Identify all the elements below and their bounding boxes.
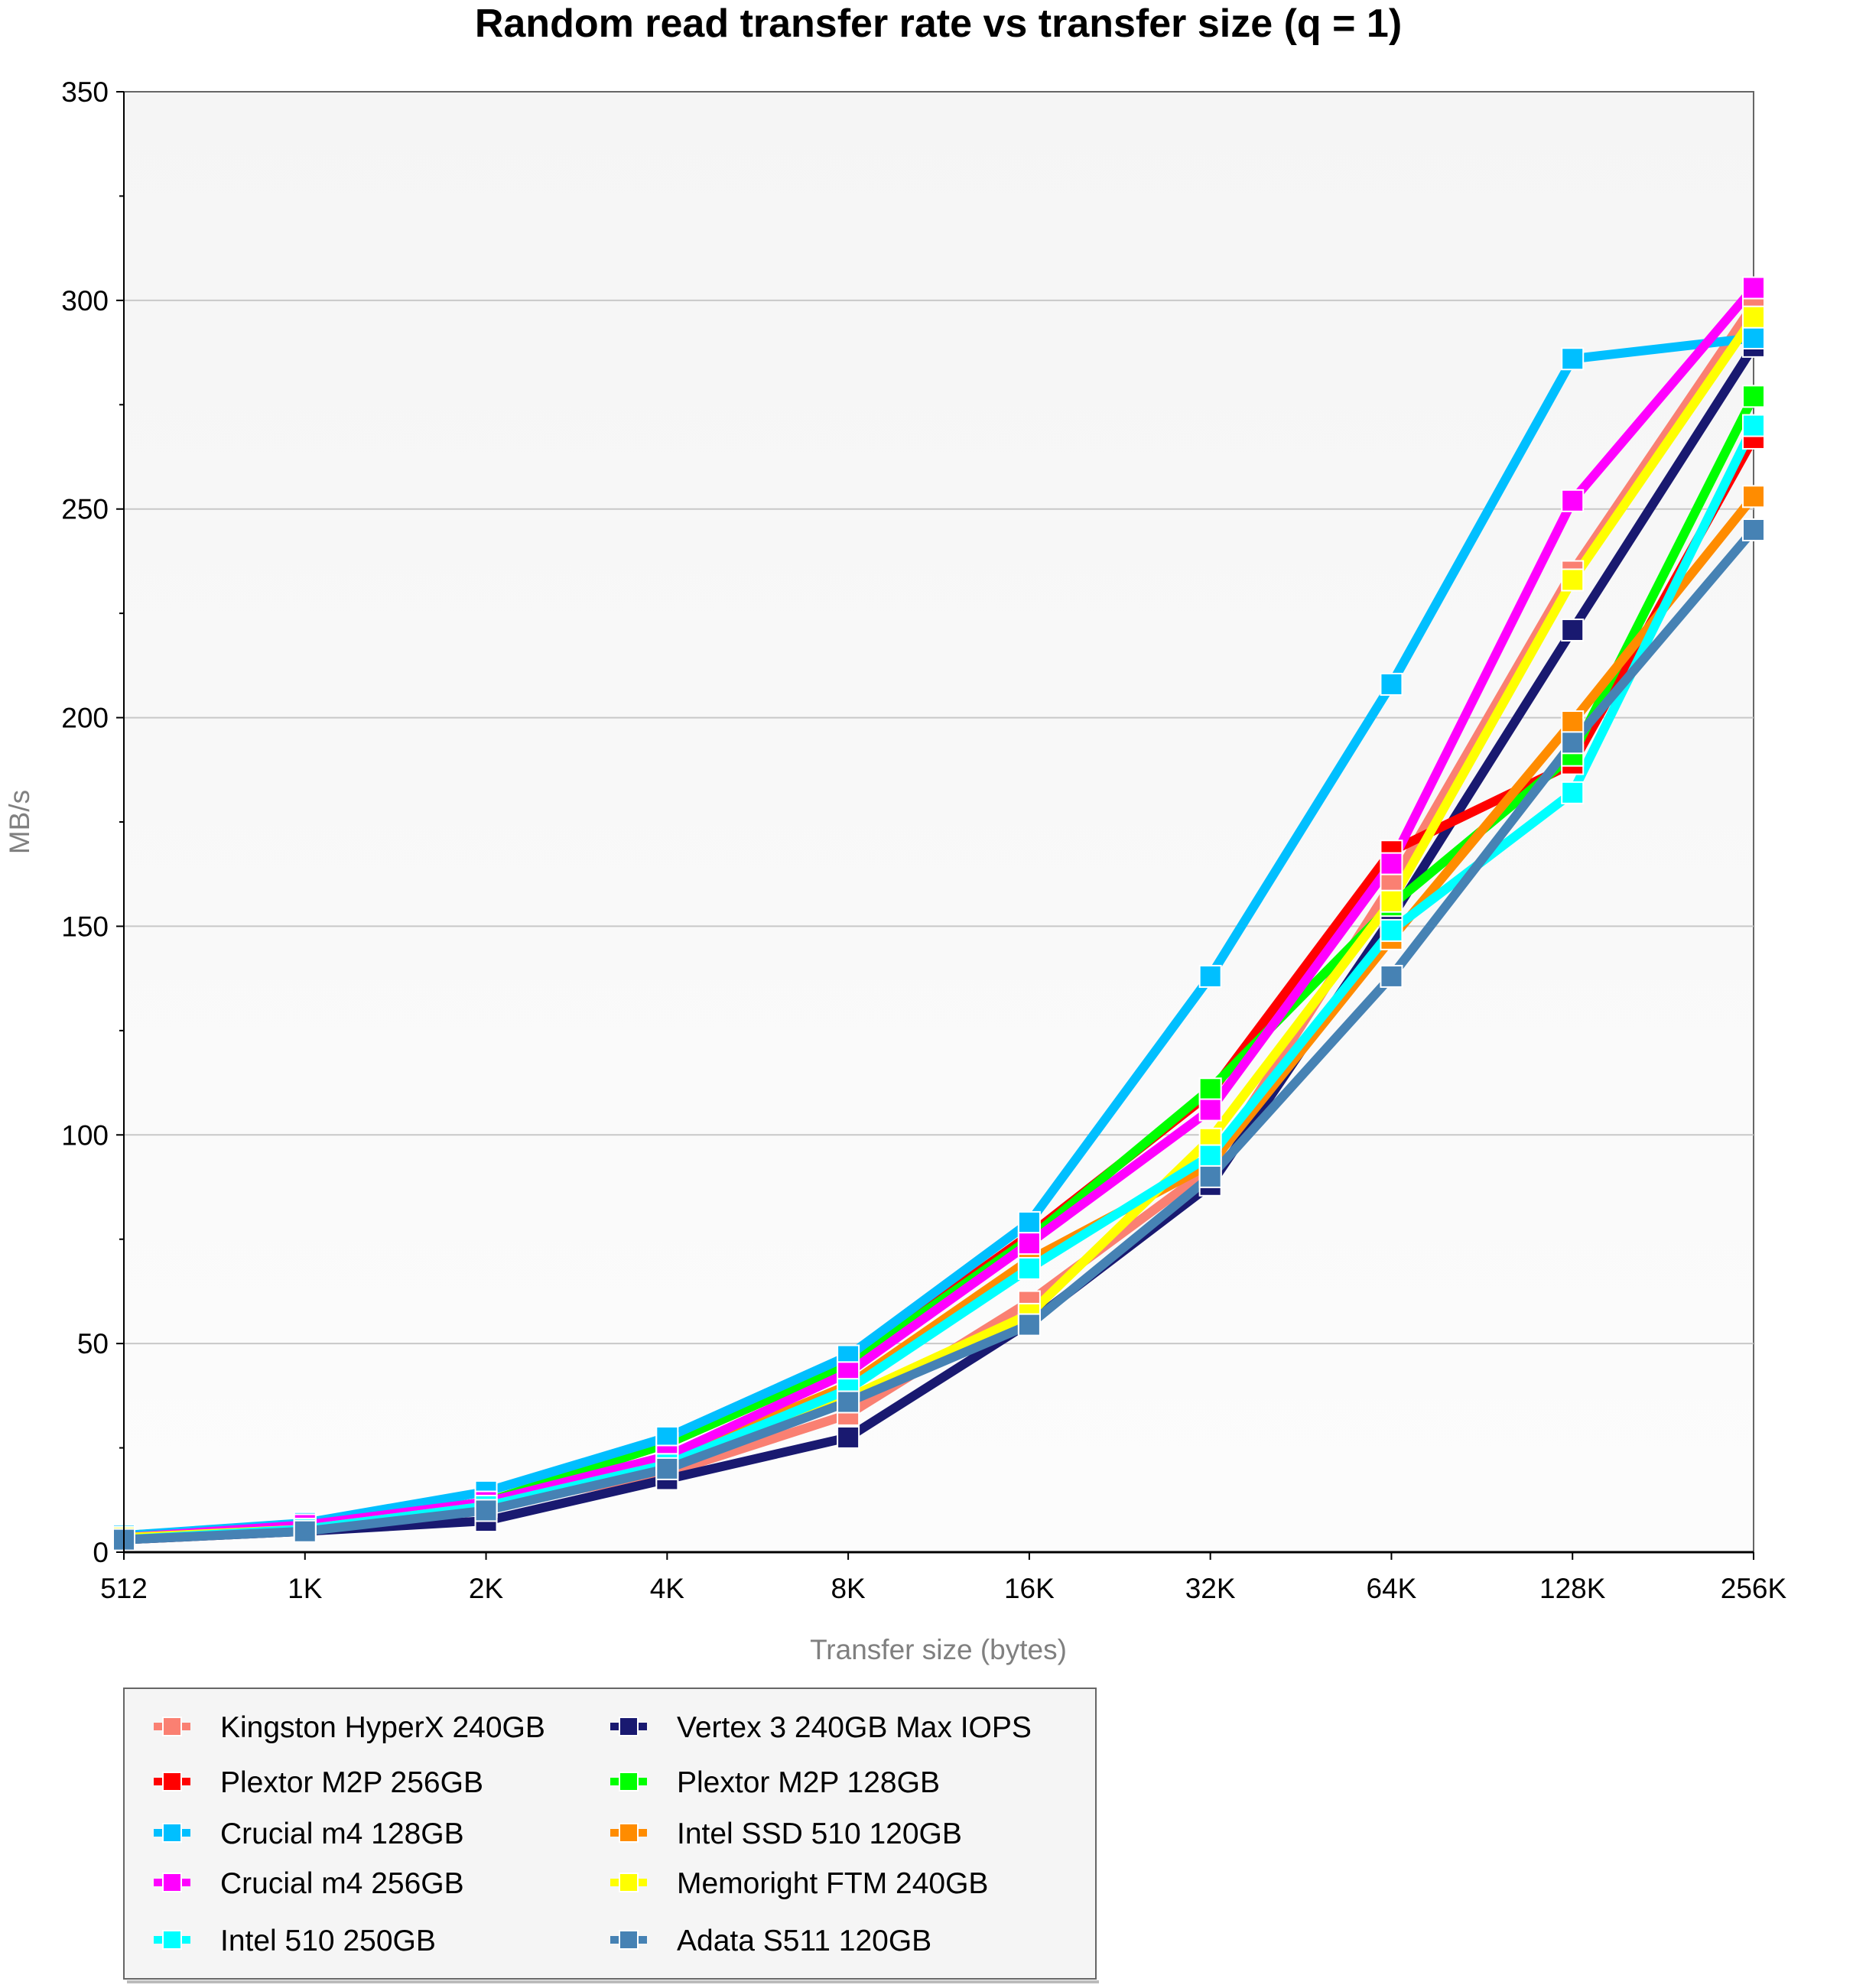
legend-marker-swatch — [619, 1873, 639, 1892]
series-line — [123, 333, 1754, 1541]
x-tick-label: 256K — [1721, 1573, 1787, 1604]
legend-label: Crucial m4 256GB — [220, 1867, 464, 1900]
legend-item: Memoright FTM 240GB — [610, 1867, 988, 1900]
legend-marker-swatch — [619, 1930, 639, 1950]
y-tick-label: 150 — [61, 911, 109, 942]
x-tick-label: 16K — [1004, 1573, 1055, 1604]
data-point — [655, 1457, 679, 1480]
data-point — [1198, 1144, 1222, 1168]
data-point — [1380, 672, 1403, 696]
data-point — [1017, 1313, 1041, 1337]
legend-marker-swatch — [619, 1717, 639, 1736]
legend-item: Intel 510 250GB — [154, 1925, 436, 1957]
x-tick-label: 1K — [288, 1573, 323, 1604]
legend-item: Crucial m4 256GB — [154, 1867, 464, 1900]
data-point — [1561, 347, 1585, 371]
x-tick-label: 64K — [1367, 1573, 1417, 1604]
data-point — [1198, 1098, 1222, 1122]
data-point — [1742, 385, 1765, 408]
series-line — [123, 527, 1757, 1545]
data-point — [1561, 710, 1585, 734]
legend-label: Kingston HyperX 240GB — [220, 1711, 545, 1744]
x-tick-label: 128K — [1539, 1573, 1606, 1604]
x-tick-label: 32K — [1185, 1573, 1236, 1604]
legend: Kingston HyperX 240GB Vertex 3 240GB Max … — [123, 1688, 1099, 1983]
data-point — [1198, 1165, 1222, 1188]
legend-label: Vertex 3 240GB Max IOPS — [677, 1711, 1032, 1744]
legend-label: Plextor M2P 128GB — [677, 1766, 940, 1799]
legend-item: Plextor M2P 128GB — [610, 1766, 940, 1799]
y-tick-label: 0 — [93, 1537, 109, 1568]
data-point — [837, 1425, 860, 1449]
legend-label: Crucial m4 128GB — [220, 1817, 464, 1850]
data-point — [1017, 1210, 1041, 1234]
data-point — [1380, 889, 1403, 913]
legend-marker-swatch — [162, 1717, 182, 1736]
data-point — [1742, 414, 1765, 437]
data-point — [293, 1519, 317, 1543]
data-point — [1017, 1256, 1041, 1280]
y-tick-label: 250 — [61, 494, 109, 525]
legend-item: Crucial m4 128GB — [154, 1817, 464, 1850]
x-tick-label: 4K — [650, 1573, 685, 1604]
legend-box — [123, 1688, 1097, 1980]
data-point — [1561, 731, 1585, 755]
legend-label: Adata S511 120GB — [677, 1925, 931, 1957]
legend-marker-swatch — [162, 1772, 182, 1791]
x-tick-label: 8K — [831, 1573, 866, 1604]
legend-label: Intel 510 250GB — [220, 1925, 436, 1957]
legend-marker-swatch — [162, 1930, 182, 1950]
legend-marker-swatch — [162, 1823, 182, 1843]
x-tick-label: 512 — [100, 1573, 148, 1604]
data-point — [1742, 485, 1765, 508]
legend-marker-swatch — [619, 1823, 639, 1843]
legend-item: Kingston HyperX 240GB — [154, 1711, 545, 1744]
series-line — [123, 343, 1758, 1545]
y-tick-label: 50 — [77, 1328, 109, 1359]
legend-item: Adata S511 120GB — [610, 1925, 931, 1957]
y-tick-label: 300 — [61, 285, 109, 317]
legend-item: Intel SSD 510 120GB — [610, 1817, 962, 1850]
legend-item: Vertex 3 240GB Max IOPS — [610, 1711, 1032, 1744]
data-point — [1561, 568, 1585, 592]
data-point — [837, 1390, 860, 1414]
data-point — [1380, 964, 1403, 988]
data-point — [1742, 305, 1765, 329]
chart-title: Random read transfer rate vs transfer si… — [475, 2, 1402, 46]
y-tick-label: 350 — [61, 76, 109, 108]
data-point — [474, 1499, 498, 1522]
y-tick-label: 100 — [61, 1119, 109, 1151]
data-point — [655, 1425, 679, 1449]
legend-label: Intel SSD 510 120GB — [677, 1817, 962, 1850]
data-point — [1198, 964, 1222, 988]
data-point — [1380, 852, 1403, 875]
data-point — [1742, 518, 1765, 541]
data-point — [1561, 781, 1585, 804]
data-point — [1742, 276, 1765, 300]
legend-label: Plextor M2P 256GB — [220, 1766, 483, 1799]
data-point — [1198, 1077, 1222, 1101]
y-tick-label: 200 — [61, 703, 109, 734]
x-tick-label: 2K — [469, 1573, 504, 1604]
data-point — [1017, 1232, 1041, 1255]
legend-marker-swatch — [162, 1873, 182, 1892]
data-point — [1380, 918, 1403, 942]
legend-label: Memoright FTM 240GB — [677, 1867, 988, 1900]
data-point — [1742, 326, 1765, 349]
y-axis-label: MB/s — [4, 790, 35, 854]
data-point — [1561, 618, 1585, 642]
legend-marker-swatch — [619, 1772, 639, 1791]
data-point — [1561, 489, 1585, 512]
x-axis-label: Transfer size (bytes) — [810, 1634, 1067, 1665]
legend-item: Plextor M2P 256GB — [154, 1766, 483, 1799]
